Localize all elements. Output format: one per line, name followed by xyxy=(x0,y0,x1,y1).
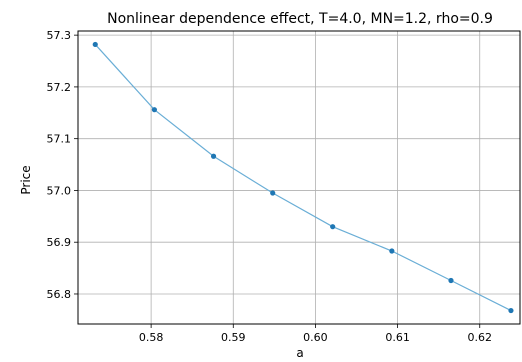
series-layer xyxy=(92,41,514,314)
y-tick-label: 57.3 xyxy=(47,29,72,42)
y-axis-ticks: 56.8 56.9 57.0 57.1 57.2 57.3 xyxy=(47,29,78,301)
chart-title: Nonlinear dependence effect, T=4.0, MN=1… xyxy=(107,11,493,27)
data-point xyxy=(270,190,276,196)
y-axis-label: Price xyxy=(19,165,33,194)
data-point xyxy=(210,153,217,159)
x-tick-label: 0.58 xyxy=(139,331,164,344)
data-point xyxy=(389,248,395,254)
data-point xyxy=(448,277,454,284)
data-point xyxy=(508,307,514,314)
x-axis-ticks: 0.58 0.59 0.60 0.61 0.62 xyxy=(139,324,492,344)
y-tick-label: 56.8 xyxy=(47,288,72,301)
grid xyxy=(78,31,520,324)
x-tick-label: 0.62 xyxy=(467,331,492,344)
x-tick-label: 0.59 xyxy=(221,331,246,344)
y-tick-label: 57.0 xyxy=(47,184,72,197)
data-point xyxy=(151,107,158,113)
series-line xyxy=(94,44,512,312)
x-axis-label: a xyxy=(296,346,303,360)
y-tick-label: 56.9 xyxy=(47,236,72,249)
data-point xyxy=(92,41,98,48)
data-point xyxy=(330,224,336,230)
x-tick-label: 0.60 xyxy=(303,331,328,344)
y-tick-label: 57.2 xyxy=(47,81,72,94)
plot-frame xyxy=(77,30,521,325)
y-tick-label: 57.1 xyxy=(47,133,72,146)
x-tick-label: 0.61 xyxy=(385,331,410,344)
